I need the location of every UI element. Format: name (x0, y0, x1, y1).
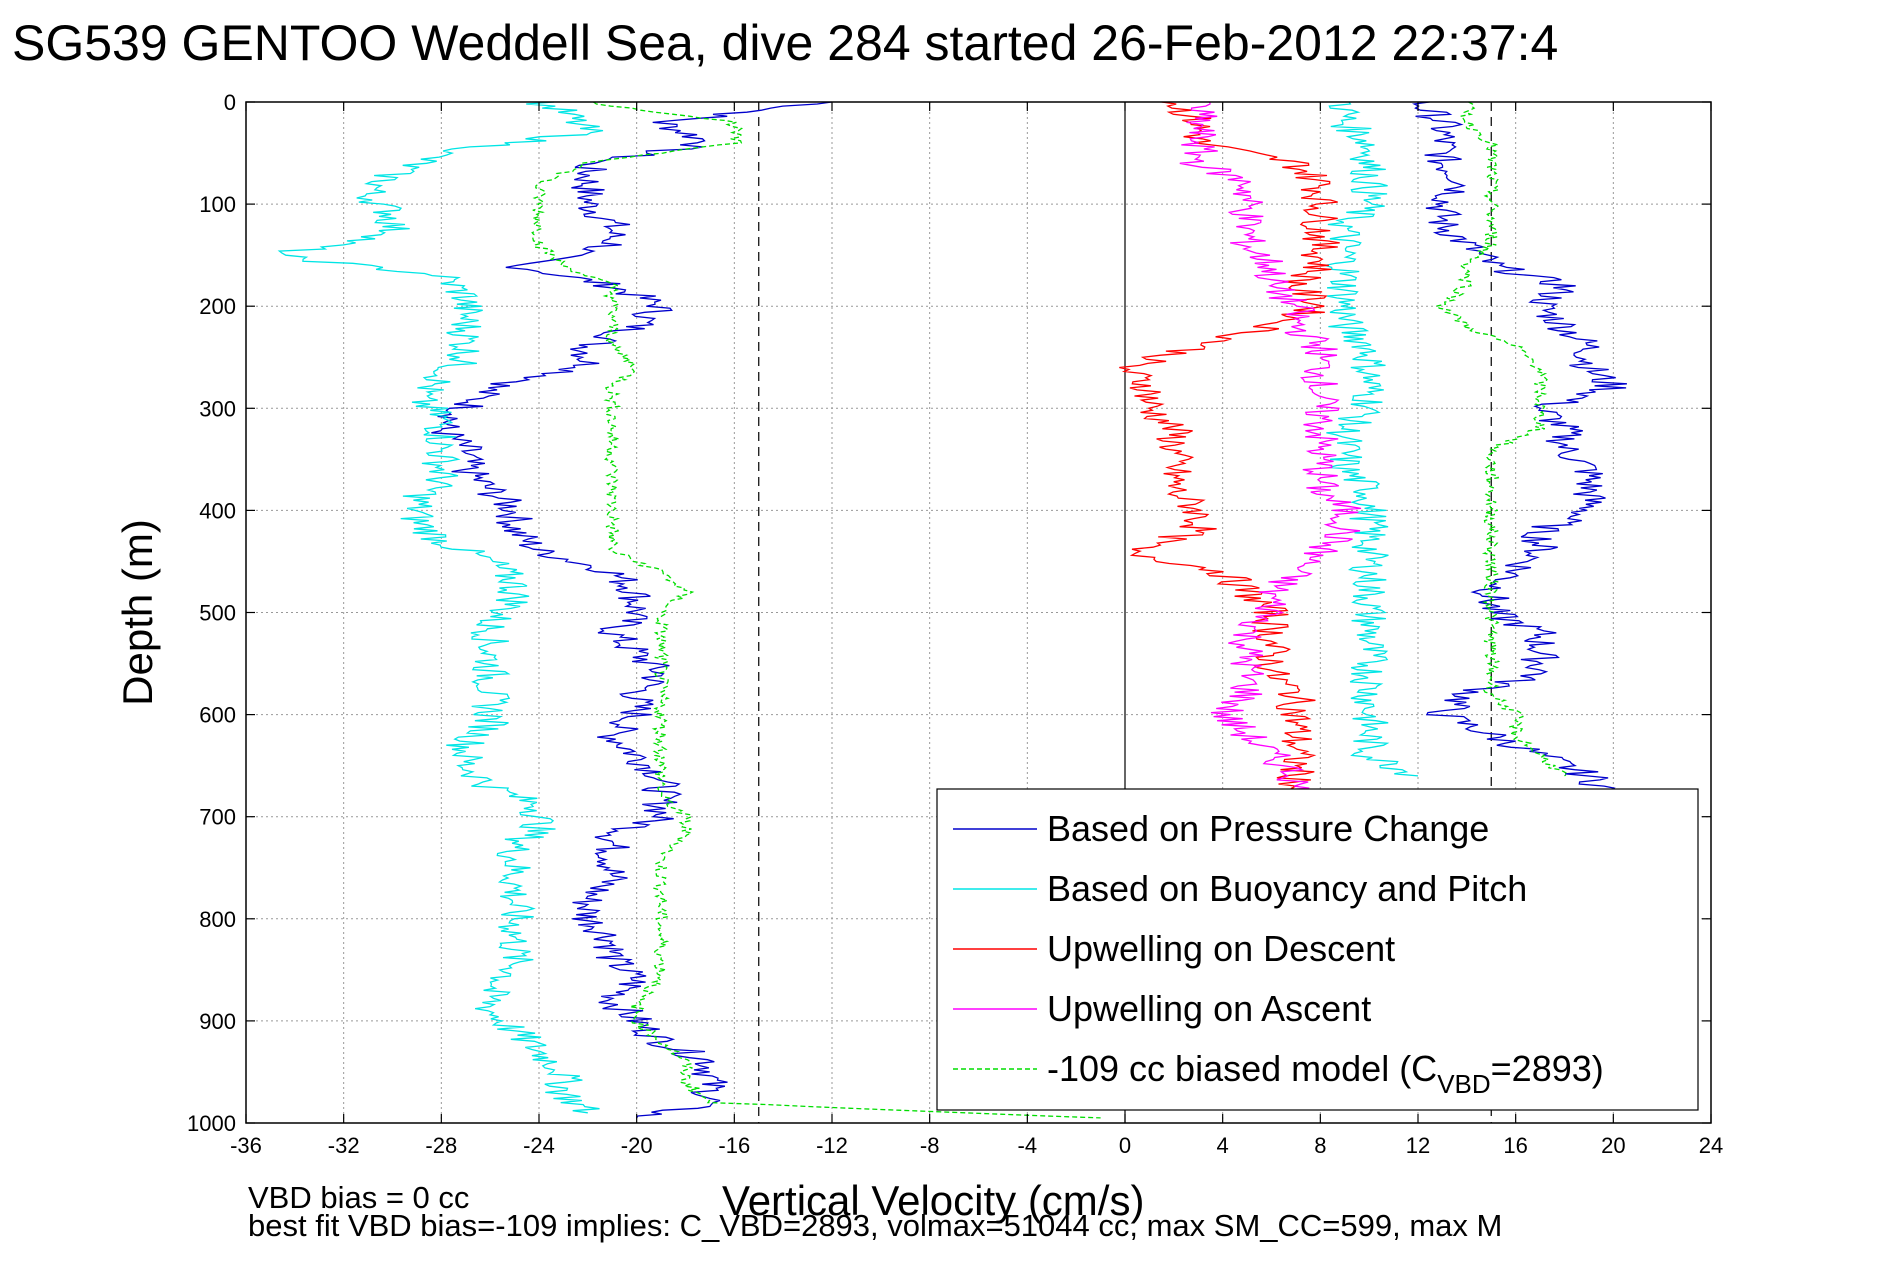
x-tick-label: -16 (718, 1133, 750, 1158)
x-tick-label: 8 (1314, 1133, 1326, 1158)
series-line-0 (1411, 101, 1641, 818)
legend-label: Upwelling on Descent (1047, 928, 1395, 969)
y-axis-label: Depth (m) (114, 519, 161, 706)
series-line-3 (1179, 101, 1362, 797)
series-line-1 (1322, 101, 1419, 777)
x-tick-label: 16 (1503, 1133, 1527, 1158)
y-tick-label: 700 (199, 805, 236, 830)
y-tick-label: 100 (199, 192, 236, 217)
x-tick-label: 12 (1406, 1133, 1430, 1158)
y-tick-label: 400 (199, 498, 236, 523)
vbd-bias-note: VBD bias = 0 cc (248, 1180, 470, 1215)
x-tick-label: -32 (328, 1133, 360, 1158)
y-tick-label: 300 (199, 396, 236, 421)
y-tick-label: 1000 (187, 1111, 236, 1136)
legend: Based on Pressure Change Based on Buoyanc… (936, 788, 1699, 1111)
x-tick-label: -20 (621, 1133, 653, 1158)
x-tick-label: -12 (816, 1133, 848, 1158)
y-tick-label: 900 (199, 1009, 236, 1034)
legend-label: Upwelling on Ascent (1047, 988, 1371, 1029)
best-fit-note: best fit VBD bias=-109 implies: C_VBD=28… (248, 1208, 1503, 1243)
x-axis-label: Vertical Velocity (cm/s) (722, 1177, 1145, 1224)
y-tick-label: 500 (199, 601, 236, 626)
x-tick-label: -28 (425, 1133, 457, 1158)
y-tick-label: 600 (199, 703, 236, 728)
y-tick-label: 200 (199, 294, 236, 319)
series-line-0 (431, 101, 832, 1119)
x-tick-label: 24 (1699, 1133, 1723, 1158)
series-lines (277, 101, 1641, 1119)
legend-label: Based on Pressure Change (1047, 808, 1489, 849)
y-tick-label: 0 (224, 90, 236, 115)
x-tick-label: -36 (230, 1133, 262, 1158)
x-tick-label: -4 (1018, 1133, 1038, 1158)
legend-box (936, 788, 1699, 1111)
series-line-4 (530, 101, 1101, 1119)
chart-title: SG539 GENTOO Weddell Sea, dive 284 start… (12, 15, 1559, 71)
axis-ticks: -36 -32 -28 -24 -20 -16 -12 -8 -4 0 4 8 12 16 20 24 0 100… (187, 90, 1723, 1158)
x-tick-label: 0 (1119, 1133, 1131, 1158)
y-tick-label: 800 (199, 907, 236, 932)
legend-label: Based on Buoyancy and Pitch (1047, 868, 1527, 909)
x-tick-label: 4 (1217, 1133, 1229, 1158)
x-tick-label: -24 (523, 1133, 555, 1158)
series-line-1 (277, 101, 604, 1114)
series-line-4 (1434, 101, 1569, 777)
series-line-2 (1119, 101, 1340, 797)
x-tick-label: 20 (1601, 1133, 1625, 1158)
x-tick-label: -8 (920, 1133, 940, 1158)
